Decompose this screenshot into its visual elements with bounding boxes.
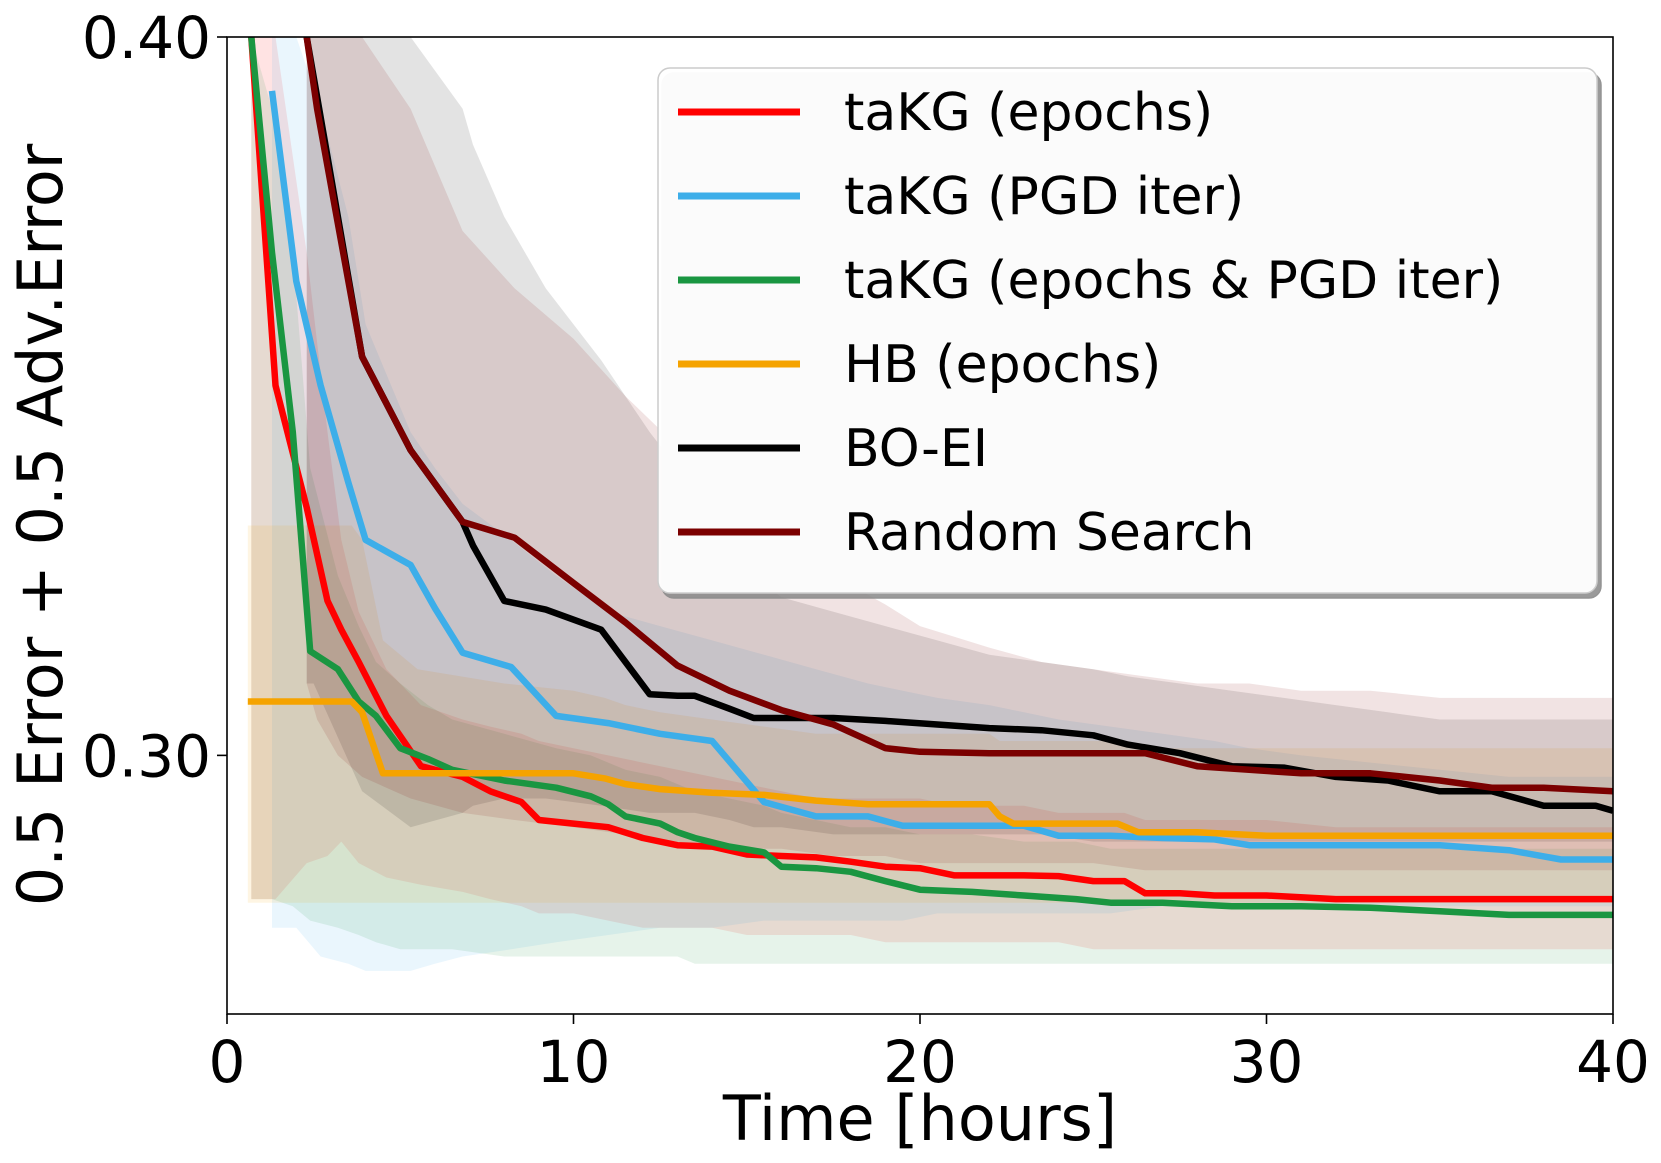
y-axis: 0.30 0.40 (82, 4, 227, 790)
legend-label-bo-ei: BO-EI (844, 419, 988, 479)
legend-label-hb-epochs: HB (epochs) (844, 335, 1161, 395)
legend-box (657, 67, 1598, 594)
y-axis-title: 0.5 Error + 0.5 Adv.Error (4, 143, 77, 906)
x-axis-title: Time [hours] (722, 1082, 1117, 1155)
legend-label-takg-epochs-and-pgd-iter: taKG (epochs & PGD iter) (844, 251, 1503, 311)
x-tick-label: 10 (537, 1028, 611, 1096)
legend-label-takg-pgd-iter: taKG (PGD iter) (844, 167, 1244, 227)
line-takg-epochs-and-pgd-iter (248, 37, 1613, 919)
y-tick-label: 0.40 (82, 4, 211, 72)
band-takg-pgd-iter (272, 37, 1613, 971)
x-tick-label: 40 (1576, 1028, 1650, 1096)
line-random-search (303, 37, 1613, 795)
legend-label-takg-epochs: taKG (epochs) (844, 83, 1213, 143)
band-hb-epochs (247, 525, 1613, 903)
band-random-search (306, 37, 1613, 871)
x-tick-label: 30 (1230, 1028, 1304, 1096)
line-takg-pgd-iter (268, 90, 1613, 863)
band-takg-epochs (251, 37, 1613, 950)
legend: taKG (epochs) taKG (PGD iter) taKG (epochs… (657, 67, 1598, 594)
line-takg-epochs (248, 37, 1613, 903)
band-takg-epochs-and-pgd-iter (251, 37, 1613, 964)
x-axis: 0 10 20 30 40 (209, 1014, 1650, 1096)
x-tick-label: 0 (209, 1028, 246, 1096)
x-tick-label: 20 (883, 1028, 957, 1096)
legend-label-random-search: Random Search (844, 503, 1254, 563)
line-hb-epochs (247, 698, 1613, 840)
line-bo-ei (303, 37, 1613, 814)
series-lines (247, 37, 1613, 919)
confidence-bands (247, 37, 1613, 971)
y-tick-label: 0.30 (82, 722, 211, 790)
band-bo-ei (306, 37, 1613, 842)
